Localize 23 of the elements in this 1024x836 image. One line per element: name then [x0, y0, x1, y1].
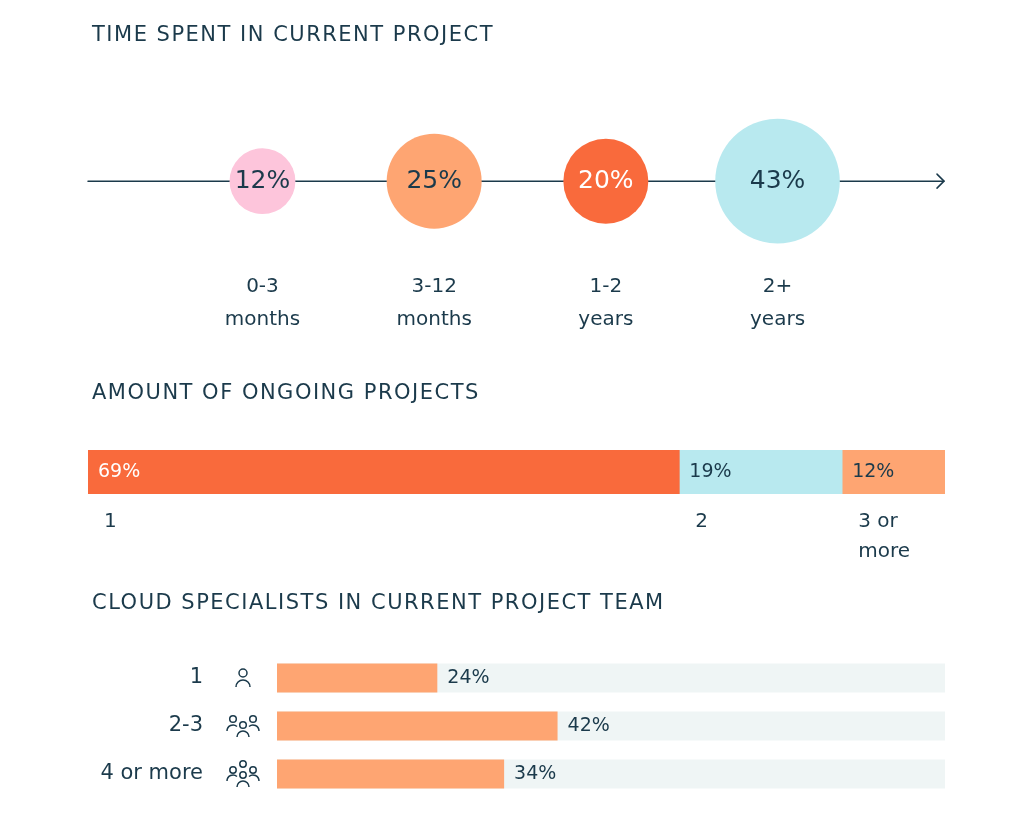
data-label: 19%: [689, 458, 732, 481]
category-label: 3-12 months: [396, 273, 472, 331]
chart-title: CLOUD SPECIALISTS IN CURRENT PROJECT TEAM: [92, 590, 665, 614]
data-label: 34%: [514, 760, 557, 783]
series-label: 1: [104, 508, 117, 533]
data-label: 20%: [578, 164, 634, 194]
text: TIME SPENT IN CURRENT PROJECT: [92, 22, 495, 46]
category-label: 1-2 years: [578, 273, 634, 331]
series-label: 2: [695, 508, 709, 533]
data-label: 42%: [567, 712, 610, 735]
y-tick-label: 2-3: [168, 712, 203, 737]
category-label: 2+ years: [750, 273, 806, 331]
y-tick-label: 4 or more: [100, 760, 203, 785]
chart-title: AMOUNT OF ONGOING PROJECTS: [92, 380, 480, 404]
series-label: 3 or more: [858, 508, 910, 563]
data-label: 12%: [234, 164, 291, 194]
data-label: 43%: [749, 164, 806, 194]
data-label: 24%: [447, 664, 490, 687]
y-tick-label: 1: [189, 664, 203, 689]
data-label: 12%: [852, 458, 895, 481]
data-label: 69%: [98, 458, 141, 481]
data-label: 25%: [406, 164, 462, 194]
category-label: 0-3 months: [224, 273, 301, 331]
